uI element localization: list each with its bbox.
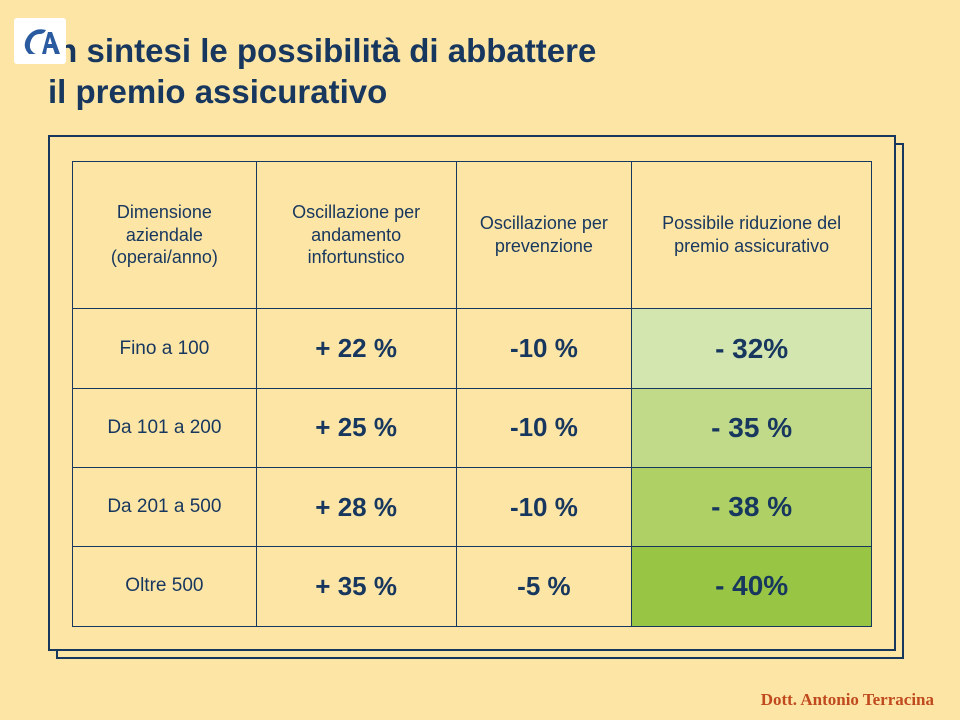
table-row: Da 101 a 200 + 25 % -10 % - 35 % [73, 388, 872, 467]
cell-result: - 35 % [632, 388, 872, 467]
slide-title: In sintesi le possibilità di abbattere i… [48, 30, 912, 113]
table-row: Oltre 500 + 35 % -5 % - 40% [73, 547, 872, 626]
title-line-2: il premio assicurativo [48, 73, 387, 110]
premium-table: Dimensione aziendale (operai/anno) Oscil… [72, 161, 872, 627]
cell-result: - 40% [632, 547, 872, 626]
row-label: Oltre 500 [73, 547, 257, 626]
header-dimensione: Dimensione aziendale (operai/anno) [73, 161, 257, 309]
cell-osc-prevenzione: -10 % [456, 309, 632, 388]
cell-osc-prevenzione: -10 % [456, 388, 632, 467]
slide: In sintesi le possibilità di abbattere i… [0, 0, 960, 720]
cell-osc-andamento: + 35 % [256, 547, 456, 626]
row-label: Fino a 100 [73, 309, 257, 388]
title-line-1: In sintesi le possibilità di abbattere [48, 32, 596, 69]
cell-osc-andamento: + 25 % [256, 388, 456, 467]
header-riduzione: Possibile riduzione del premio assicurat… [632, 161, 872, 309]
header-osc-andamento: Oscillazione per andamento infortunstico [256, 161, 456, 309]
cell-osc-andamento: + 28 % [256, 467, 456, 546]
frame-main: Dimensione aziendale (operai/anno) Oscil… [48, 135, 896, 651]
footer-author: Dott. Antonio Terracina [761, 690, 934, 710]
row-label: Da 101 a 200 [73, 388, 257, 467]
cell-osc-prevenzione: -5 % [456, 547, 632, 626]
cell-result: - 38 % [632, 467, 872, 546]
table-header-row: Dimensione aziendale (operai/anno) Oscil… [73, 161, 872, 309]
header-osc-prevenzione: Oscillazione per prevenzione [456, 161, 632, 309]
table-row: Da 201 a 500 + 28 % -10 % - 38 % [73, 467, 872, 546]
content-frame: Dimensione aziendale (operai/anno) Oscil… [48, 135, 896, 651]
company-logo [14, 18, 66, 64]
cell-osc-prevenzione: -10 % [456, 467, 632, 546]
table-row: Fino a 100 + 22 % -10 % - 32% [73, 309, 872, 388]
row-label: Da 201 a 500 [73, 467, 257, 546]
cell-result: - 32% [632, 309, 872, 388]
cell-osc-andamento: + 22 % [256, 309, 456, 388]
